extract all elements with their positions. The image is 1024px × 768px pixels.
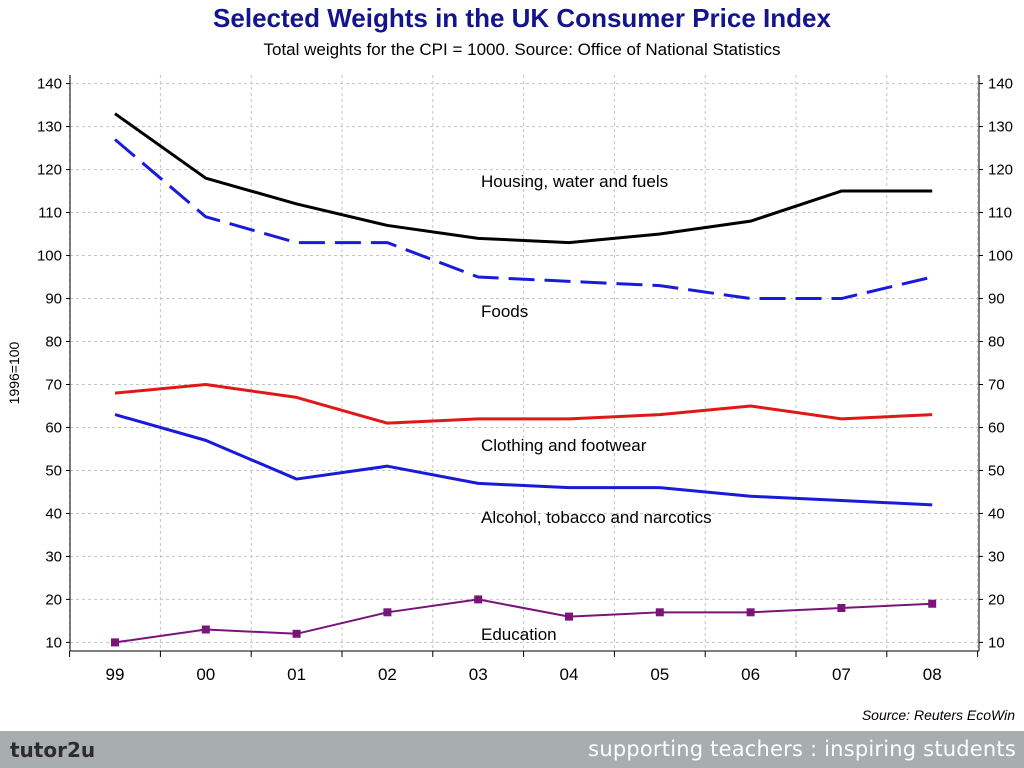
chart-title: Selected Weights in the UK Consumer Pric… — [213, 3, 831, 33]
brand-logo: tutor2u — [10, 738, 96, 762]
x-tick-label: 01 — [287, 665, 306, 684]
series-label: Alcohol, tobacco and narcotics — [481, 508, 712, 527]
y-tick-label-left: 10 — [45, 634, 62, 651]
y-tick-label-left: 100 — [37, 248, 62, 265]
y-tick-label-right: 30 — [988, 548, 1005, 565]
series-point-4 — [746, 608, 755, 617]
y-tick-label-right: 80 — [988, 334, 1005, 351]
y-tick-label-left: 50 — [45, 462, 62, 479]
x-tick-label: 06 — [741, 665, 760, 684]
y-tick-label-left: 120 — [37, 162, 62, 179]
series-point-4 — [201, 625, 210, 634]
y-tick-label-right: 90 — [988, 291, 1005, 308]
x-tick-label: 07 — [832, 665, 851, 684]
x-tick-label: 05 — [650, 665, 669, 684]
footer-bar: tutor2u supporting teachers : inspiring … — [0, 731, 1024, 768]
series-point-4 — [383, 608, 392, 617]
x-tick-label: 99 — [106, 665, 125, 684]
x-tick-label: 03 — [469, 665, 488, 684]
series-label: Foods — [481, 302, 528, 321]
series-point-4 — [292, 629, 301, 638]
y-axis-title: 1996=100 — [6, 341, 22, 404]
y-tick-label-left: 60 — [45, 419, 62, 436]
y-tick-label-right: 110 — [988, 205, 1012, 222]
series-point-4 — [565, 612, 573, 621]
y-tick-label-left: 30 — [45, 548, 62, 565]
series-line-2 — [114, 382, 933, 425]
y-tick-label-left: 20 — [45, 591, 62, 608]
y-tick-label-right: 130 — [988, 119, 1013, 136]
y-tick-label-right: 50 — [988, 462, 1005, 479]
y-tick-label-left: 70 — [45, 376, 62, 393]
series-point-4 — [837, 604, 846, 613]
series-point-4 — [928, 599, 937, 608]
series-line-3 — [114, 413, 933, 507]
y-tick-label-left: 80 — [45, 334, 62, 351]
series-line-0 — [114, 112, 933, 245]
source-note: Source: Reuters EcoWin — [861, 707, 1015, 723]
y-tick-label-right: 70 — [988, 376, 1005, 393]
series-label: Education — [481, 625, 557, 644]
series-label: Housing, water and fuels — [481, 172, 668, 191]
y-tick-label-right: 120 — [988, 162, 1013, 179]
y-tick-label-left: 130 — [37, 119, 62, 136]
y-tick-label-right: 60 — [988, 419, 1005, 436]
footer-tagline: supporting teachers : inspiring students — [588, 737, 1016, 761]
x-tick-label: 04 — [560, 665, 579, 684]
series-point-4 — [111, 638, 119, 647]
y-tick-label-left: 40 — [45, 505, 62, 522]
y-tick-label-right: 20 — [988, 591, 1005, 608]
y-tick-label-right: 140 — [988, 76, 1013, 93]
x-tick-label: 08 — [923, 665, 942, 684]
y-tick-label-left: 140 — [37, 76, 62, 93]
y-tick-label-right: 100 — [988, 248, 1013, 265]
line-chart: 10 10 20 20 30 30 40 40 50 50 60 60 70 70 80 80 90 90 100 1… — [6, 75, 1013, 684]
y-tick-label-right: 10 — [988, 634, 1005, 651]
series-point-4 — [655, 608, 664, 617]
y-tick-label-left: 110 — [38, 205, 62, 222]
y-tick-label-right: 40 — [988, 505, 1005, 522]
series-line-4 — [114, 598, 933, 644]
y-tick-label-left: 90 — [45, 291, 62, 308]
series-point-4 — [474, 595, 483, 604]
x-tick-label: 00 — [196, 665, 215, 684]
x-tick-label: 02 — [378, 665, 397, 684]
series-label: Clothing and footwear — [481, 436, 647, 455]
series-line-1 — [114, 138, 933, 301]
chart-subtitle: Total weights for the CPI = 1000. Source… — [263, 40, 781, 59]
